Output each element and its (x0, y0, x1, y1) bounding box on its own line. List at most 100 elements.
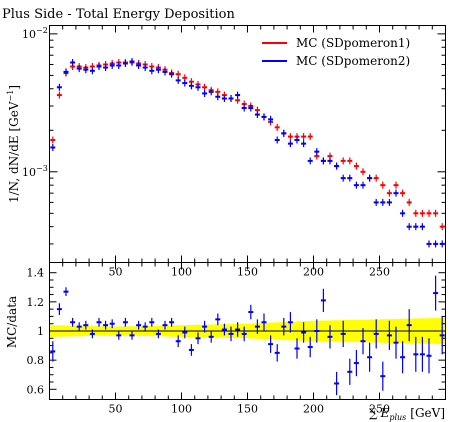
data-point (360, 181, 366, 189)
ratio-x-tick-label: 100 (171, 403, 192, 416)
ratio-point (367, 342, 373, 372)
data-point (426, 240, 432, 248)
ratio-point (287, 312, 293, 333)
data-point (386, 198, 392, 206)
data-point (400, 209, 406, 217)
data-point (116, 61, 122, 69)
main-plot-area: 10−3 10−2 50 100 150 200 250 1/N, dN/dE [GeV−… (6, 25, 446, 279)
data-point (287, 133, 293, 141)
main-x-axis-ticks: 50 100 150 200 250 (62, 25, 433, 279)
main-data-points (50, 58, 445, 248)
ratio-point (96, 317, 102, 327)
data-point (439, 223, 445, 231)
ratio-point (301, 322, 307, 343)
data-point (175, 76, 181, 84)
data-point (248, 104, 254, 112)
data-point (274, 123, 280, 131)
ratio-point (103, 320, 109, 330)
data-point (202, 83, 208, 91)
data-point (208, 88, 214, 96)
data-point (235, 91, 241, 99)
ratio-point (109, 319, 115, 329)
ratio-point (70, 317, 76, 327)
data-point (400, 189, 406, 197)
data-point (261, 113, 267, 121)
data-point (367, 174, 373, 182)
ratio-point (89, 329, 95, 339)
data-point (109, 61, 115, 69)
legend-label-sdpomeron2: MC (SDpomeron2) (296, 54, 410, 68)
data-point (50, 136, 56, 144)
data-point (241, 104, 247, 112)
data-point (380, 198, 386, 206)
data-point (281, 129, 287, 137)
ratio-point (340, 320, 346, 348)
data-point (268, 115, 274, 123)
data-point (175, 70, 181, 78)
legend-label-sdpomeron1: MC (SDpomeron1) (296, 36, 410, 50)
ratio-data-points (50, 275, 445, 396)
ratio-point (426, 338, 432, 374)
main-x-tick-label: 250 (369, 266, 390, 279)
data-point (393, 181, 399, 189)
data-point (327, 157, 333, 165)
data-point (63, 68, 69, 76)
ratio-point (380, 361, 386, 391)
data-point (89, 67, 95, 75)
ratio-point (274, 344, 280, 362)
data-point (419, 223, 425, 231)
data-point (314, 148, 320, 156)
data-point (103, 64, 109, 72)
ratio-point (235, 322, 241, 337)
data-point (149, 67, 155, 75)
ratio-point (360, 328, 366, 355)
ratio-point (142, 322, 148, 331)
ratio-point (169, 317, 175, 327)
data-point (215, 93, 221, 101)
data-point (129, 58, 135, 66)
data-point (188, 82, 194, 90)
data-point (340, 157, 346, 165)
ratio-point (261, 313, 267, 331)
data-point (254, 111, 260, 119)
data-point (439, 240, 445, 248)
ratio-x-tick-label: 50 (109, 403, 123, 416)
ratio-point (334, 371, 340, 396)
ratio-point (314, 319, 320, 343)
ratio-point (307, 336, 313, 358)
data-point (162, 68, 168, 76)
data-point (360, 168, 366, 176)
data-point (301, 133, 307, 141)
ratio-point (129, 331, 135, 340)
ratio-point (83, 320, 89, 330)
ratio-point (386, 320, 392, 350)
ratio-point (406, 309, 412, 342)
legend-entry-sdpomeron2: MC (SDpomeron2) (262, 54, 410, 68)
ratio-point (162, 320, 168, 330)
ratio-point (116, 331, 122, 340)
data-point (386, 189, 392, 197)
ratio-point (413, 336, 419, 372)
ratio-point (188, 344, 194, 356)
data-point (433, 240, 439, 248)
ratio-y-axis-ticks: 0.6 0.8 1 1.2 1.4 (27, 267, 446, 396)
series-1-points (50, 59, 445, 231)
data-point (301, 140, 307, 148)
data-point (136, 61, 142, 69)
ratio-point (228, 326, 234, 342)
ratio-plot-area: 0.6 0.8 1 1.2 1.4 50 100 150 200 250 MC/data ∑ Ep… (5, 262, 446, 422)
data-point (413, 209, 419, 217)
series-2-points (50, 58, 445, 248)
data-point (380, 181, 386, 189)
main-x-tick-label: 50 (109, 266, 123, 279)
ratio-uncertainty-band (49, 317, 446, 345)
data-point (340, 174, 346, 182)
ratio-point (195, 332, 201, 345)
data-point (169, 70, 175, 78)
data-point (373, 198, 379, 206)
data-point (334, 162, 340, 170)
ratio-point (248, 304, 254, 320)
ratio-y-tick-label: 0.6 (27, 383, 45, 396)
data-point (406, 198, 412, 206)
x-axis-label: ∑ Eplus [GeV] (369, 406, 445, 422)
